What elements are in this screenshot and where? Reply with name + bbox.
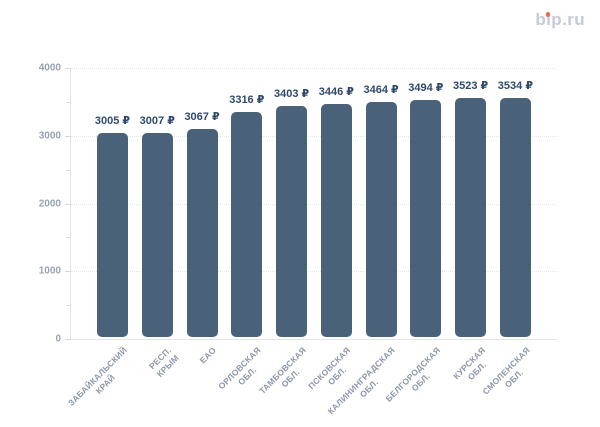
bar-value-label: 3494 ₽ bbox=[408, 82, 444, 95]
bar-group: 3494 ₽ БЕЛГОРОДСКАЯ ОБЛ. bbox=[383, 68, 444, 404]
bar-group: 3067 ₽ ЕАО bbox=[184, 68, 220, 365]
y-axis-tick bbox=[65, 68, 71, 69]
y-axis-tick bbox=[67, 237, 71, 239]
x-axis-label: ЕАО bbox=[197, 345, 219, 366]
gridline bbox=[71, 68, 557, 69]
logo-i-dot bbox=[545, 12, 551, 17]
bar bbox=[455, 98, 487, 337]
x-axis-label: ЗАБАЙКАЛЬСКИЙ КРАЙ bbox=[65, 345, 129, 408]
y-axis-tick bbox=[67, 169, 71, 171]
gridline bbox=[71, 203, 557, 205]
y-axis-label: 2000 bbox=[38, 198, 61, 209]
gridline bbox=[71, 135, 557, 137]
bar-value-label: 3523 ₽ bbox=[453, 80, 489, 93]
logo-text: bip.ru bbox=[535, 10, 585, 29]
bar bbox=[499, 97, 531, 337]
gridline bbox=[71, 271, 557, 273]
bar bbox=[276, 106, 308, 337]
bar-value-label: 3067 ₽ bbox=[184, 111, 220, 124]
bar-group: 3534 ₽ СМОЛЕНСКАЯ ОБЛ. bbox=[480, 68, 533, 397]
bar-value-label: 3007 ₽ bbox=[139, 115, 175, 128]
bar-value-label: 3403 ₽ bbox=[273, 88, 310, 101]
y-axis-tick bbox=[67, 305, 71, 307]
bar bbox=[320, 103, 352, 337]
bar-group: 3403 ₽ ТАМБОВСКАЯ ОБЛ. bbox=[257, 68, 310, 395]
y-axis-tick bbox=[67, 101, 71, 103]
y-axis-label: 3000 bbox=[38, 130, 61, 142]
bar bbox=[97, 133, 128, 337]
x-axis-label: ТАМБОВСКАЯ ОБЛ. bbox=[256, 345, 308, 396]
bar-group: 3005 ₽ ЗАБАЙКАЛЬСКИЙ КРАЙ bbox=[66, 68, 131, 407]
y-axis-tick bbox=[65, 339, 71, 340]
y-axis-label: 4000 bbox=[38, 62, 61, 74]
x-axis-label: РЕСП. КРЫМ bbox=[147, 345, 182, 380]
bar-group: 3464 ₽ КАЛИНИНГРАДСКАЯ ОБЛ. bbox=[326, 68, 399, 416]
bar-value-label: 3534 ₽ bbox=[497, 79, 533, 92]
bip-logo[interactable]: bip.ru bbox=[535, 10, 585, 30]
bar bbox=[231, 112, 263, 337]
bar bbox=[365, 102, 397, 337]
y-axis-label: 1000 bbox=[38, 265, 61, 277]
bar bbox=[141, 133, 173, 337]
bar-value-label: 3464 ₽ bbox=[363, 84, 399, 97]
plot-area: 0 1000 2000 3000 4000 3005 ₽ ЗАБАЙКАЛЬСКИЙ КРА… bbox=[39, 63, 557, 417]
bar-group: 3007 ₽ РЕСП. КРЫМ bbox=[139, 68, 181, 379]
y-axis-tick bbox=[65, 271, 71, 273]
bar-value-label: 3005 ₽ bbox=[94, 115, 131, 128]
bar-group: 3316 ₽ ОРЛОВСКАЯ ОБЛ. bbox=[217, 68, 265, 391]
bar-group: 3446 ₽ ПСКОВСКАЯ ОБЛ. bbox=[306, 68, 354, 392]
bar bbox=[186, 129, 218, 337]
y-axis-tick bbox=[65, 203, 71, 205]
y-axis-label: 0 bbox=[55, 333, 61, 345]
bar-value-label: 3446 ₽ bbox=[318, 85, 354, 98]
bar bbox=[410, 100, 442, 337]
bar-value-label: 3316 ₽ bbox=[229, 94, 265, 107]
y-axis-tick bbox=[65, 135, 71, 137]
bar-group: 3523 ₽ КУРСКАЯ ОБЛ. bbox=[451, 68, 489, 382]
bars-container: 3005 ₽ ЗАБАЙКАЛЬСКИЙ КРАЙ 3007 ₽ РЕСП. КРЫМ… bbox=[66, 68, 557, 417]
